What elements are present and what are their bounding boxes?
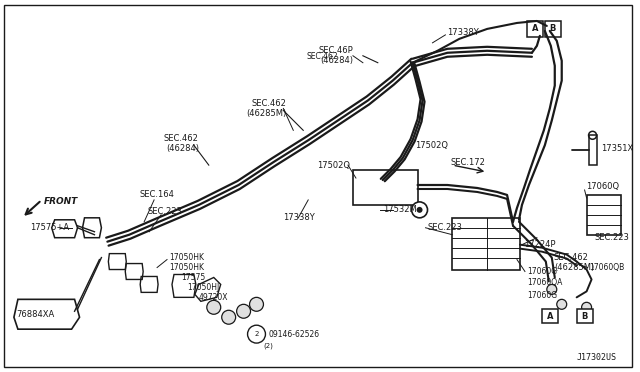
Circle shape xyxy=(237,304,250,318)
Text: 17338Y: 17338Y xyxy=(447,28,479,38)
Text: 17502Q: 17502Q xyxy=(317,161,350,170)
Text: 09146-62526: 09146-62526 xyxy=(268,330,319,339)
Text: (46284): (46284) xyxy=(166,144,199,153)
Circle shape xyxy=(207,300,221,314)
Text: SEC.223: SEC.223 xyxy=(595,233,629,242)
Text: 17224P: 17224P xyxy=(524,240,556,249)
Text: A: A xyxy=(532,25,538,33)
Circle shape xyxy=(417,207,422,213)
Text: 17060G: 17060G xyxy=(527,267,557,276)
Text: SEC.223: SEC.223 xyxy=(147,207,182,217)
Circle shape xyxy=(221,310,236,324)
Text: 17060Q: 17060Q xyxy=(587,183,620,192)
Text: 17575: 17575 xyxy=(181,273,205,282)
Text: B: B xyxy=(550,25,556,33)
Text: 2: 2 xyxy=(254,331,259,337)
Bar xyxy=(589,135,596,165)
Circle shape xyxy=(557,299,566,309)
Text: SEC.172: SEC.172 xyxy=(451,158,485,167)
Text: SEC.462: SEC.462 xyxy=(252,99,286,108)
Text: A: A xyxy=(547,312,553,321)
Text: SEC.462: SEC.462 xyxy=(307,52,338,61)
Bar xyxy=(527,21,543,37)
Bar xyxy=(452,218,520,270)
Text: 17351X: 17351X xyxy=(602,144,634,153)
Text: (46284): (46284) xyxy=(320,56,353,65)
Circle shape xyxy=(250,297,264,311)
Text: (2): (2) xyxy=(264,343,273,349)
Circle shape xyxy=(412,202,428,218)
Text: B: B xyxy=(581,312,588,321)
Text: SEC.46P: SEC.46P xyxy=(318,46,353,55)
Text: SEC.462: SEC.462 xyxy=(164,134,199,143)
Text: 17050HK: 17050HK xyxy=(169,253,204,262)
Text: 17532M: 17532M xyxy=(383,205,417,214)
Text: 17338Y: 17338Y xyxy=(284,213,315,222)
Text: 17575+A: 17575+A xyxy=(30,223,69,232)
Text: SEC.462: SEC.462 xyxy=(554,253,589,262)
Circle shape xyxy=(547,285,557,294)
Text: SEC.223: SEC.223 xyxy=(428,223,462,232)
Text: 49720X: 49720X xyxy=(199,293,228,302)
Circle shape xyxy=(582,302,591,312)
Text: 17060QB: 17060QB xyxy=(589,263,625,272)
Text: J17302US: J17302US xyxy=(577,353,617,362)
Text: (46285M): (46285M) xyxy=(554,263,594,272)
Text: FRONT: FRONT xyxy=(44,198,78,206)
Text: 17060G: 17060G xyxy=(527,291,557,300)
Text: 17050HJ: 17050HJ xyxy=(187,283,219,292)
Text: 17502Q: 17502Q xyxy=(415,141,449,150)
Bar xyxy=(587,195,621,235)
Text: (46285M): (46285M) xyxy=(246,109,286,118)
Text: SEC.164: SEC.164 xyxy=(139,190,174,199)
Bar xyxy=(353,170,417,205)
Text: 17050HK: 17050HK xyxy=(169,263,204,272)
Bar xyxy=(542,309,557,323)
Bar xyxy=(577,309,593,323)
Bar xyxy=(545,21,561,37)
Text: 76884XA: 76884XA xyxy=(16,310,54,319)
Text: 17060QA: 17060QA xyxy=(527,278,563,287)
